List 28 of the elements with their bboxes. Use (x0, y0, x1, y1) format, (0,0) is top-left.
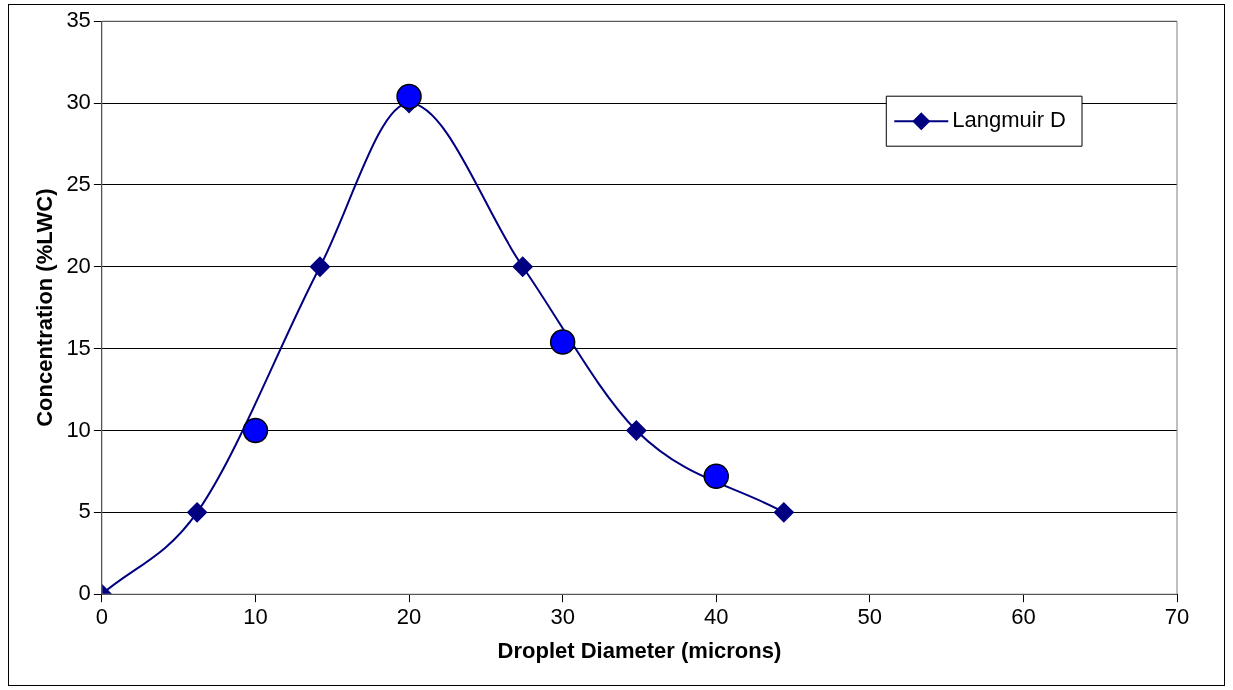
point (626, 420, 647, 441)
x-tick-label: 20 (396, 604, 422, 630)
y-tick-label: 25 (66, 170, 91, 196)
x-tick-label: 50 (857, 604, 883, 630)
point (773, 502, 794, 523)
x-tick-label: 40 (703, 604, 729, 630)
point (549, 329, 576, 355)
y-tick-label: 35 (66, 7, 91, 33)
y-tick-label: 10 (66, 416, 91, 442)
x-tick-label: 70 (1164, 604, 1190, 630)
point (309, 256, 330, 277)
x-axis-title: Droplet Diameter (microns) (497, 637, 782, 663)
point (703, 463, 729, 490)
y-tick-label: 20 (66, 252, 91, 278)
legend-label: Langmuir D (952, 107, 1066, 133)
x-tick-label: 10 (243, 604, 268, 630)
y-tick-label: 5 (78, 498, 91, 524)
y-tick-label: 0 (78, 580, 91, 606)
point (396, 83, 422, 110)
y-axis-title: Concentration (%LWC) (32, 188, 58, 427)
x-tick-label: 0 (95, 604, 108, 630)
point (187, 502, 208, 523)
x-tick-label: 60 (1011, 604, 1036, 630)
point (242, 417, 269, 444)
y-tick-label: 30 (66, 89, 91, 115)
point (512, 256, 533, 277)
x-tick-label: 30 (550, 604, 575, 630)
y-tick-label: 15 (66, 334, 91, 360)
